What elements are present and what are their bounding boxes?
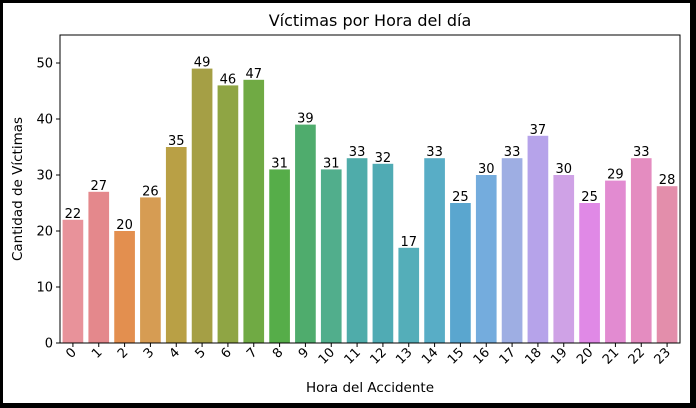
x-tick-label-9: 9 [296, 345, 312, 361]
x-tick-label-13: 13 [393, 345, 415, 367]
bar-3 [140, 197, 161, 343]
bar-5 [191, 68, 213, 343]
x-tick-label-21: 21 [600, 345, 622, 367]
bar-value-label-20: 25 [581, 190, 598, 205]
bar-value-label-10: 31 [323, 156, 340, 171]
bars-group [62, 68, 678, 344]
bar-2 [114, 231, 135, 343]
bar-value-label-12: 32 [375, 151, 392, 166]
bar-value-label-21: 29 [607, 168, 624, 183]
bar-value-label-9: 39 [297, 112, 314, 127]
bar-value-label-7: 47 [245, 67, 262, 82]
x-tick-label-7: 7 [244, 345, 260, 361]
x-tick-label-14: 14 [419, 345, 441, 367]
bar-21 [605, 180, 626, 343]
bar-value-label-6: 46 [220, 72, 237, 87]
x-tick-label-2: 2 [115, 345, 131, 361]
x-tick-label-11: 11 [342, 345, 364, 367]
x-tick-label-4: 4 [167, 345, 183, 361]
y-axis-title: Cantidad de Víctimas [10, 117, 26, 261]
bar-1 [88, 191, 110, 343]
x-tick-label-3: 3 [141, 345, 157, 361]
x-tick-label-23: 23 [652, 345, 674, 367]
bar-value-label-13: 17 [400, 235, 417, 250]
plot-frame [59, 34, 681, 344]
bar-20 [579, 203, 600, 343]
bar-10 [320, 169, 342, 343]
chart-canvas: Víctimas por Hora del día 22 27 20 26 35 49 46… [3, 3, 690, 403]
x-tick-label-15: 15 [445, 345, 467, 367]
bar-value-label-4: 35 [168, 134, 185, 149]
y-tick-label-0: 0 [45, 337, 53, 352]
bar-8 [269, 169, 290, 343]
bar-4 [165, 147, 187, 343]
y-tick-label-20: 20 [36, 225, 53, 240]
bar-13 [398, 247, 420, 343]
bar-labels-group: 22 27 20 26 35 49 46 47 31 39 31 33 32 17 33 25 30 33 37 30… [65, 56, 676, 250]
bar-19 [553, 175, 575, 343]
bar-14 [424, 158, 445, 343]
bar-16 [475, 175, 497, 343]
bar-15 [450, 203, 471, 343]
bar-18 [527, 135, 549, 343]
bar-value-label-18: 37 [530, 123, 547, 138]
bar-23 [656, 186, 678, 343]
bar-value-label-17: 33 [504, 145, 521, 160]
y-tick-label-10: 10 [36, 281, 53, 296]
bar-chart: Víctimas por Hora del día 22272026354946… [10, 11, 681, 396]
bar-value-label-16: 30 [478, 162, 495, 177]
bar-17 [501, 158, 523, 343]
bar-value-label-8: 31 [271, 156, 288, 171]
x-tick-label-6: 6 [218, 345, 234, 361]
bar-9 [295, 124, 316, 343]
x-axis-title: Hora del Accidente [306, 380, 434, 396]
bar-value-label-5: 49 [194, 56, 211, 71]
y-tick-label-40: 40 [36, 113, 53, 128]
bar-value-label-1: 27 [90, 179, 107, 194]
bar-value-label-0: 22 [65, 207, 82, 222]
bar-12 [372, 163, 394, 343]
x-tick-label-10: 10 [316, 345, 338, 367]
x-tick-label-19: 19 [548, 345, 570, 367]
x-tick-label-16: 16 [471, 345, 493, 367]
x-tick-label-20: 20 [574, 345, 596, 367]
bar-value-label-11: 33 [349, 145, 366, 160]
y-tick-label-30: 30 [36, 169, 53, 184]
bar-value-label-3: 26 [142, 184, 159, 199]
x-tick-label-17: 17 [497, 345, 519, 367]
bar-22 [630, 158, 652, 343]
x-tick-label-8: 8 [270, 345, 286, 361]
bar-value-label-23: 28 [659, 173, 676, 188]
bar-value-label-22: 33 [633, 145, 650, 160]
y-tick-label-50: 50 [36, 57, 53, 72]
x-tick-label-5: 5 [192, 345, 208, 361]
bar-0 [62, 219, 84, 343]
x-tick-label-1: 1 [89, 345, 105, 361]
x-tick-label-18: 18 [522, 345, 544, 367]
bar-value-label-2: 20 [116, 218, 133, 233]
bar-11 [346, 158, 368, 343]
bar-7 [243, 79, 265, 344]
bar-value-label-19: 30 [555, 162, 572, 177]
bar-value-label-14: 33 [426, 145, 443, 160]
x-tick-label-22: 22 [626, 345, 648, 367]
bar-6 [217, 85, 239, 344]
bar-value-label-15: 25 [452, 190, 469, 205]
chart-title: Víctimas por Hora del día [269, 11, 472, 30]
x-tick-label-12: 12 [367, 345, 389, 367]
x-tick-label-0: 0 [63, 345, 79, 361]
